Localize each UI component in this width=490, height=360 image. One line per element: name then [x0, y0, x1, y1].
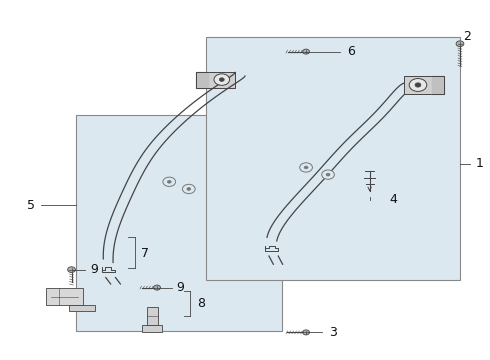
Circle shape	[220, 78, 224, 81]
Circle shape	[163, 177, 175, 186]
Text: 6: 6	[347, 45, 355, 58]
Text: 9: 9	[176, 281, 184, 294]
Circle shape	[304, 166, 308, 169]
Bar	[208, 72, 235, 87]
Circle shape	[456, 41, 464, 46]
Circle shape	[326, 173, 330, 176]
Circle shape	[409, 78, 427, 91]
Bar	[143, 325, 162, 332]
Polygon shape	[196, 72, 208, 87]
Text: 8: 8	[197, 297, 205, 310]
Circle shape	[68, 267, 75, 273]
Circle shape	[322, 170, 334, 179]
Text: 9: 9	[90, 263, 98, 276]
Circle shape	[214, 74, 230, 85]
Circle shape	[167, 180, 171, 183]
Bar	[404, 76, 432, 94]
Circle shape	[303, 330, 310, 335]
Circle shape	[154, 285, 160, 290]
Polygon shape	[432, 76, 444, 94]
Circle shape	[300, 163, 313, 172]
Circle shape	[415, 83, 421, 87]
Text: 1: 1	[476, 157, 484, 170]
Text: 4: 4	[389, 193, 397, 206]
Bar	[76, 116, 282, 330]
Text: 7: 7	[142, 247, 149, 260]
Bar	[69, 305, 95, 311]
Circle shape	[187, 188, 191, 190]
Text: 3: 3	[330, 326, 338, 339]
Bar	[206, 37, 460, 280]
Bar	[46, 288, 82, 305]
Circle shape	[303, 49, 310, 54]
Bar	[147, 307, 158, 325]
Circle shape	[182, 184, 195, 194]
Text: 2: 2	[464, 30, 471, 43]
Text: 5: 5	[27, 199, 35, 212]
